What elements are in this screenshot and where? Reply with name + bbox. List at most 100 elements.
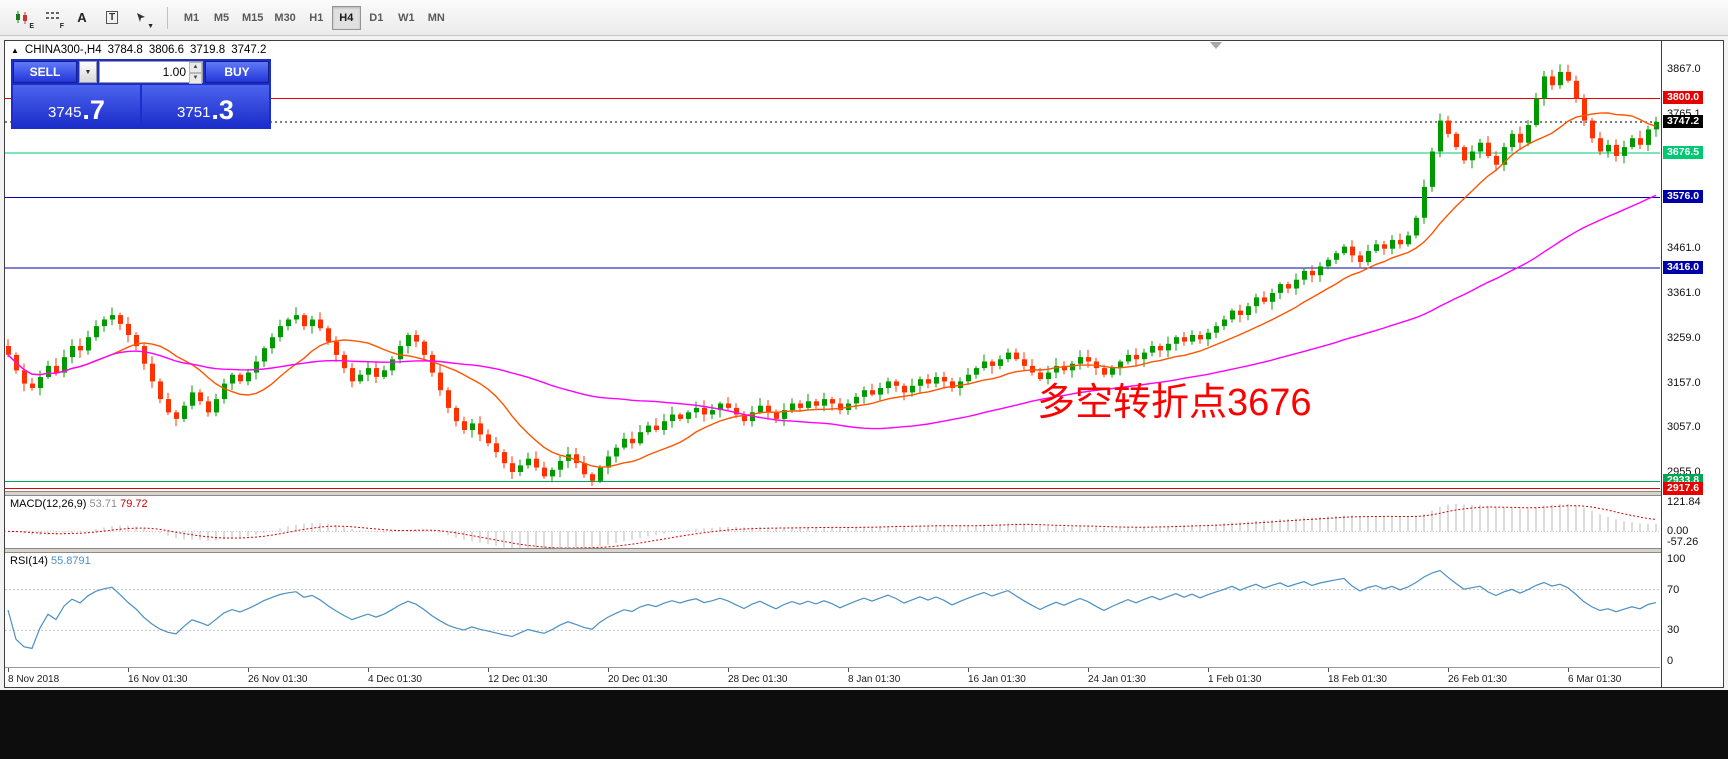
ohlc-low: 3719.8: [190, 44, 226, 56]
main-price-panel[interactable]: ▲ CHINA300-,H4 3784.8 3806.6 3719.8 3747…: [5, 41, 1660, 491]
dropdown-arrow-icon: ▼: [147, 22, 154, 30]
timeframe-h1[interactable]: H1: [309, 11, 324, 24]
trade-prices-row: 3745 .7 3751 .3: [13, 85, 269, 127]
spinner-down-icon[interactable]: ▼: [189, 73, 202, 84]
price-axis-label: 3057.0: [1667, 420, 1701, 433]
indicator-grid-icon[interactable]: F: [38, 5, 66, 31]
price-axis-label: 3157.0: [1667, 376, 1701, 389]
time-axis-tick: [368, 668, 369, 672]
symbol-triangle-icon: ▲: [11, 45, 19, 55]
text-label-tool-icon[interactable]: T: [98, 5, 126, 31]
macd-main-value: 53.71: [89, 498, 118, 510]
time-axis-label: 20 Dec 01:30: [608, 674, 668, 685]
price-axis-label: 3259.0: [1667, 331, 1701, 344]
macd-canvas[interactable]: [5, 496, 1660, 548]
price-badge: 3416.0: [1663, 261, 1704, 275]
rsi-label: RSI(14) 55.8791: [10, 555, 91, 567]
time-axis-label: 1 Feb 01:30: [1208, 674, 1262, 685]
time-axis-label: 12 Dec 01:30: [488, 674, 548, 685]
timeframe-d1[interactable]: D1: [369, 11, 384, 24]
time-axis-label: 8 Nov 2018: [8, 674, 60, 685]
timeframe-mn[interactable]: MN: [427, 11, 445, 24]
panel-divider[interactable]: [5, 491, 1723, 496]
panel-divider[interactable]: [5, 548, 1723, 553]
price-badge: 3800.0: [1663, 91, 1704, 105]
top-toolbar: E F A T ▼ M1 M5 M15 M30 H1 H4 D1 W1 MN: [0, 0, 1728, 36]
time-axis-tick: [1208, 668, 1209, 672]
chart-ohlc-title: ▲ CHINA300-,H4 3784.8 3806.6 3719.8 3747…: [11, 44, 266, 56]
sell-button[interactable]: SELL: [13, 61, 77, 83]
timeframe-m5[interactable]: M5: [213, 11, 230, 24]
timeframe-m30[interactable]: M30: [274, 11, 296, 24]
bid-price[interactable]: 3745 .7: [13, 85, 140, 127]
ohlc-open: 3784.8: [107, 44, 143, 56]
price-axis-label: 121.84: [1667, 496, 1701, 508]
order-type-dropdown[interactable]: ▼: [79, 61, 97, 83]
time-axis-tick: [1088, 668, 1089, 672]
time-axis-tick: [488, 668, 489, 672]
volume-spinner: ▲ ▼: [189, 62, 202, 84]
timeframe-w1[interactable]: W1: [398, 11, 415, 24]
text-tool-glyph: A: [77, 10, 87, 25]
volume-field: ▲ ▼: [99, 61, 203, 84]
macd-panel[interactable]: MACD(12,26,9) 53.71 79.72: [5, 496, 1660, 548]
rsi-panel[interactable]: RSI(14) 55.8791: [5, 553, 1660, 667]
time-axis-tick: [848, 668, 849, 672]
chart-window: ▲ CHINA300-,H4 3784.8 3806.6 3719.8 3747…: [4, 40, 1724, 688]
time-axis-label: 16 Jan 01:30: [968, 674, 1026, 685]
shapes-tool-icon[interactable]: ▼: [128, 5, 156, 31]
macd-signal-value: 79.72: [120, 498, 148, 510]
bid-prefix: 3745: [48, 104, 82, 121]
time-axis-tick: [8, 668, 9, 672]
text-label-glyph: T: [105, 11, 119, 24]
rsi-name: RSI(14): [10, 555, 48, 567]
time-axis-label: 4 Dec 01:30: [368, 674, 422, 685]
ohlc-high: 3806.6: [148, 44, 184, 56]
time-axis-tick: [1448, 668, 1449, 672]
timeframe-button-group: M1 M5 M15 M30 H1 H4 D1 W1 MN: [177, 5, 452, 30]
ohlc-close: 3747.2: [231, 44, 267, 56]
icon-sub-label: F: [59, 22, 64, 30]
candlestick-glyph: [16, 10, 27, 24]
price-axis-label: 3461.0: [1667, 242, 1701, 255]
timeframe-h4[interactable]: H4: [331, 5, 361, 30]
time-axis-tick: [248, 668, 249, 672]
icon-sub-label: E: [29, 22, 34, 30]
macd-label: MACD(12,26,9) 53.71 79.72: [10, 498, 148, 510]
ask-prefix: 3751: [177, 104, 211, 121]
price-badge: 3747.2: [1663, 114, 1704, 128]
candlestick-chart-icon[interactable]: E: [8, 5, 36, 31]
price-axis-label: 70: [1667, 583, 1680, 596]
time-axis[interactable]: 8 Nov 2018 16 Nov 01:30 26 Nov 01:30 4 Dec …: [5, 667, 1660, 687]
time-axis-tick: [728, 668, 729, 672]
price-axis-label: 3867.0: [1667, 62, 1701, 75]
main-chart-canvas[interactable]: [5, 41, 1660, 491]
time-axis-tick: [968, 668, 969, 672]
time-axis-label: 28 Dec 01:30: [728, 674, 788, 685]
grid-glyph: [45, 12, 59, 19]
price-axis-label: -57.26: [1667, 536, 1699, 548]
volume-input[interactable]: [100, 62, 202, 82]
trade-controls-row: SELL ▼ ▲ ▼ BUY: [13, 61, 269, 84]
one-click-trading-panel: SELL ▼ ▲ ▼ BUY 3745 .7 3751: [11, 59, 271, 129]
chart-text-annotation: 多空转折点3676: [1037, 382, 1312, 424]
price-axis-label: 3361.0: [1667, 286, 1701, 299]
time-axis-tick: [128, 668, 129, 672]
price-axis[interactable]: 3867.03765.13461.03361.03259.03157.03057…: [1661, 41, 1723, 687]
rsi-value: 55.8791: [50, 555, 91, 567]
timeframe-m15[interactable]: M15: [242, 11, 264, 24]
time-axis-label: 26 Feb 01:30: [1448, 674, 1507, 685]
price-axis-label: 30: [1667, 624, 1680, 637]
timeframe-m1[interactable]: M1: [183, 11, 200, 24]
time-axis-tick: [1328, 668, 1329, 672]
ask-big-digits: .3: [211, 95, 234, 125]
bottom-dark-strip: [0, 690, 1728, 759]
buy-button[interactable]: BUY: [205, 61, 269, 83]
macd-name: MACD(12,26,9): [10, 498, 87, 510]
rsi-canvas[interactable]: [5, 553, 1660, 667]
price-axis-label: 0: [1667, 655, 1674, 667]
ask-price[interactable]: 3751 .3: [142, 85, 269, 127]
price-axis-label: 100: [1667, 553, 1686, 565]
spinner-up-icon[interactable]: ▲: [189, 62, 202, 73]
text-tool-icon[interactable]: A: [68, 5, 96, 31]
